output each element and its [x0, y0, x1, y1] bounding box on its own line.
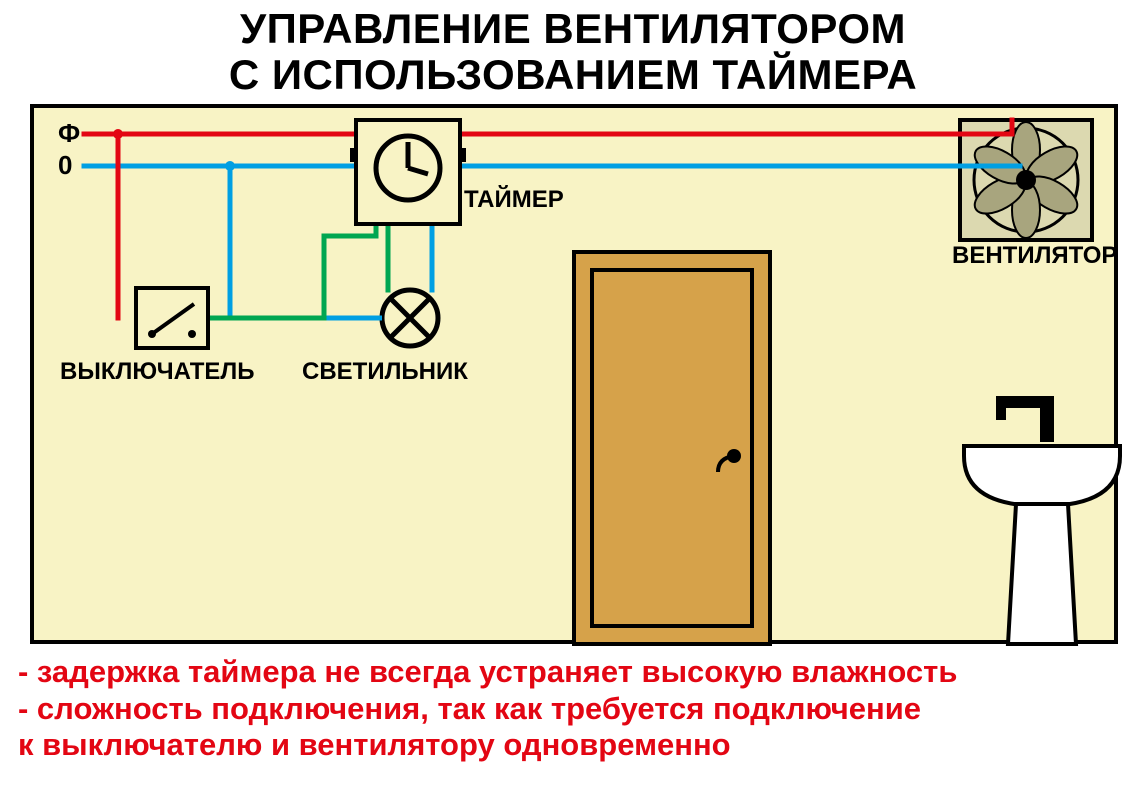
- diagram-room: Ф 0 ТАЙМЕР ВЕНТИЛЯТОР ВЫКЛЮЧАТЕЛЬ СВЕТИЛ…: [30, 104, 1118, 644]
- page-title: УПРАВЛЕНИЕ ВЕНТИЛЯТОРОМ С ИСПОЛЬЗОВАНИЕМ…: [0, 0, 1146, 98]
- timer-icon: [350, 120, 466, 224]
- title-line1: УПРАВЛЕНИЕ ВЕНТИЛЯТОРОМ: [240, 5, 906, 52]
- note-line-1: - задержка таймера не всегда устраняет в…: [18, 654, 1128, 691]
- wiring-svg: [34, 108, 1122, 648]
- note-line-3: к выключателю и вентилятору одновременно: [18, 727, 1128, 764]
- fan-icon: [960, 120, 1092, 240]
- door-icon: [574, 252, 770, 644]
- lamp-icon: [382, 290, 438, 346]
- wire-signal-switch-timer: [208, 224, 376, 318]
- switch-icon: [136, 288, 208, 348]
- title-line2: С ИСПОЛЬЗОВАНИЕМ ТАЙМЕРА: [229, 51, 917, 98]
- sink-icon: [964, 396, 1120, 644]
- notes-block: - задержка таймера не всегда устраняет в…: [0, 652, 1146, 764]
- note-line-2: - сложность подключения, так как требует…: [18, 691, 1128, 728]
